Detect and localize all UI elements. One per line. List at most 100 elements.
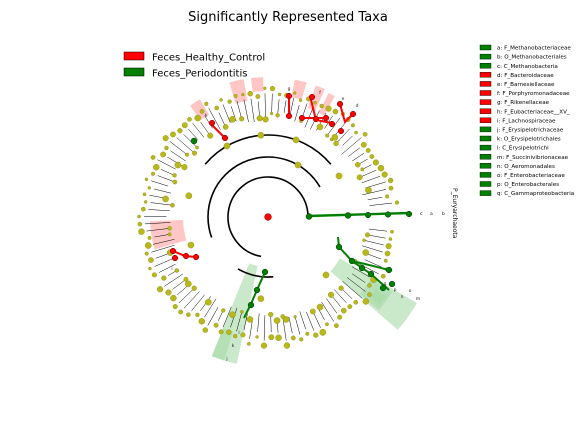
leaf-branch — [361, 176, 381, 184]
highlight-node — [384, 211, 392, 218]
leaf-branch — [146, 228, 170, 232]
leaf-node — [227, 99, 232, 104]
taxa-legend-swatch — [479, 153, 492, 160]
inner-node — [275, 113, 280, 118]
legend-swatch-healthy — [123, 51, 145, 61]
highlight-node — [192, 253, 200, 261]
inner-node — [239, 116, 245, 122]
inner-node — [268, 311, 274, 318]
highlight-node — [336, 100, 344, 108]
leaf-branch — [207, 307, 219, 326]
leaf-branch — [326, 117, 341, 136]
sector-letter: m — [416, 297, 420, 302]
highlight-node — [253, 286, 261, 294]
leaf-node — [305, 331, 310, 336]
leaf-node — [181, 122, 188, 129]
highlight-node — [335, 243, 343, 251]
inner-node — [181, 164, 188, 171]
leaf-node — [255, 335, 259, 339]
taxa-legend-swatch — [479, 81, 492, 87]
leaf-branch — [154, 234, 170, 238]
taxa-legend-label: f: F_Porphyromonadaceae — [497, 91, 570, 97]
leaf-node — [186, 312, 191, 317]
leaf-node — [141, 206, 146, 212]
leaf-node — [214, 105, 219, 111]
leaf-node — [360, 141, 367, 148]
leaf-branch — [170, 150, 186, 162]
inner-node — [183, 276, 189, 282]
leaf-branch — [191, 294, 205, 311]
leaf-node — [233, 94, 238, 99]
leaf-node — [247, 90, 253, 97]
sector-letter: a — [430, 212, 433, 217]
leaf-branch — [348, 147, 360, 157]
leaf-branch — [178, 288, 195, 304]
clade-node — [246, 316, 254, 323]
leaf-branch — [362, 189, 387, 196]
leaf-branch — [364, 239, 384, 246]
taxa-legend-swatch — [479, 72, 492, 78]
leaf-node — [241, 93, 245, 97]
inner-node — [192, 150, 198, 156]
leaf-branch — [149, 194, 165, 199]
chart-title: Significantly Represented Taxa — [188, 10, 388, 25]
leaf-branch — [158, 263, 176, 273]
clade-node — [205, 298, 212, 306]
leaf-node — [144, 177, 149, 182]
leaf-node — [367, 283, 372, 288]
leaf-node — [354, 130, 358, 135]
leaf-branch — [250, 98, 255, 122]
taxa-legend-label: i: F_Lachnospiraceae — [497, 118, 556, 124]
leaf-branch — [160, 169, 175, 176]
taxa-legend-label: a: F_Methanobacteriaceae — [497, 46, 571, 52]
leaf-branch — [299, 311, 306, 330]
taxa-legend-swatch — [479, 126, 492, 133]
leaf-branch — [155, 253, 169, 259]
leaf-node — [255, 94, 261, 99]
leaf-node — [143, 200, 148, 204]
taxa-legend-swatch — [479, 144, 492, 151]
taxa-legend-label: m: F_Succinivibrionaceae — [497, 155, 569, 161]
highlight-node — [379, 284, 387, 292]
inner-node — [362, 238, 366, 242]
sector-letter: e — [342, 97, 345, 102]
sector-letter: o — [409, 289, 412, 294]
sector-letter: p — [394, 288, 397, 293]
taxa-legend-label: d: F_Bacteroidaceae — [497, 73, 554, 79]
highlight-node — [344, 212, 352, 219]
sector-letter: i — [171, 266, 172, 272]
leaf-branch — [222, 306, 232, 328]
inner-node — [325, 133, 330, 138]
leaf-node — [334, 323, 339, 329]
leaf-node — [362, 298, 370, 305]
taxa-legend-label: e: F_Barnesiellaceae — [497, 82, 555, 88]
clade-node — [322, 271, 330, 279]
taxa-legend-label: k: O_Erysipelotrichales — [497, 137, 561, 143]
leaf-branch — [208, 108, 221, 130]
leaf-branch — [351, 273, 366, 283]
leaf-branch — [289, 97, 294, 117]
leaf-branch — [192, 123, 205, 138]
taxa-legend-label: c: C_Methanobacteria — [497, 64, 558, 70]
inner-node — [360, 167, 365, 172]
leaf-node — [199, 109, 205, 114]
inner-node — [170, 202, 175, 208]
leaf-node — [381, 171, 388, 178]
leaf-branch — [222, 104, 231, 123]
highlight-branch — [339, 103, 354, 124]
highlight-branch — [351, 260, 390, 271]
leaf-node — [177, 128, 183, 134]
highlight-node — [261, 268, 269, 276]
leaf-node — [204, 101, 209, 106]
leaf-branch — [294, 316, 301, 335]
inner-node — [221, 308, 226, 313]
leaf-node — [137, 221, 143, 227]
leaf-node — [148, 266, 152, 271]
leaf-branch — [321, 301, 334, 322]
leaf-node — [388, 185, 394, 191]
highlight-node — [208, 119, 216, 127]
leaf-branch — [144, 222, 171, 225]
leaf-node — [362, 132, 368, 137]
leaf-branch — [236, 100, 242, 119]
inner-node — [195, 145, 199, 150]
